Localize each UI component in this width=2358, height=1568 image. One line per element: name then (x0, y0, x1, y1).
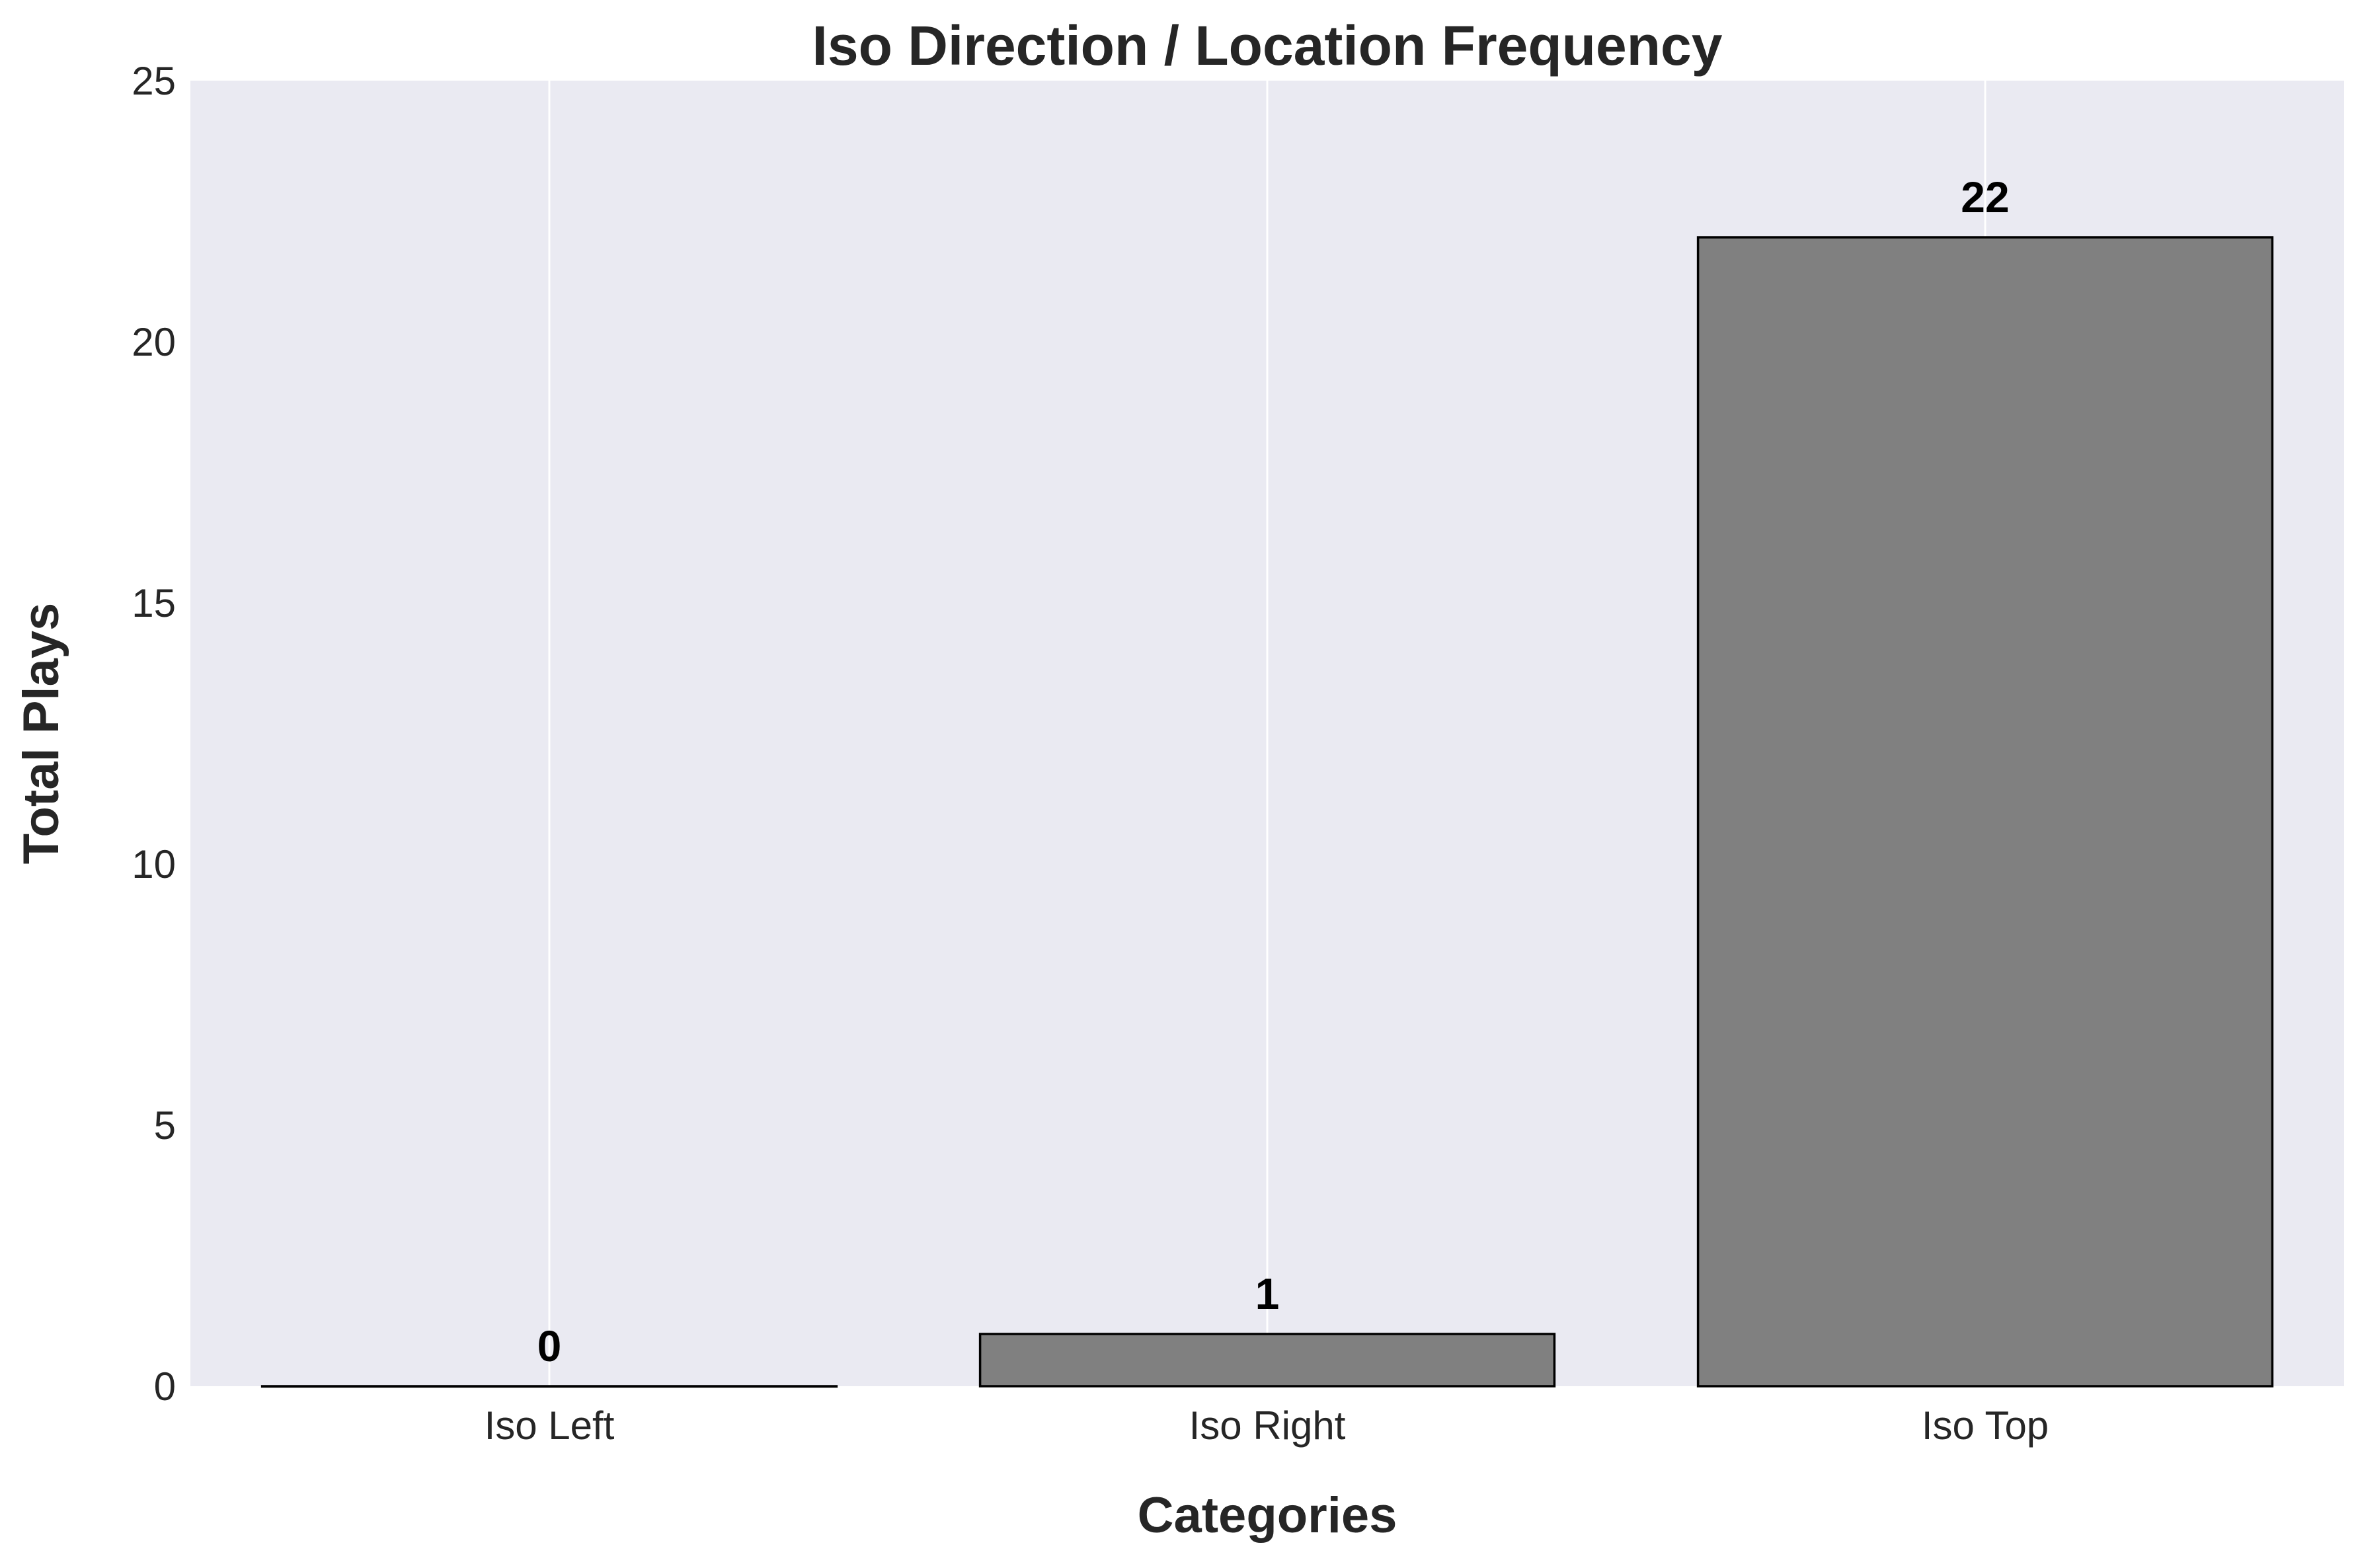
y-axis-ticks: 0 5 10 15 20 25 (132, 59, 176, 1409)
x-tick-label: Iso Right (1189, 1403, 1346, 1448)
bar-iso-top (1696, 236, 2274, 1388)
chart-title: Iso Direction / Location Frequency (812, 15, 1723, 77)
x-tick-label: Iso Left (485, 1403, 615, 1448)
bar-iso-left (260, 1385, 838, 1388)
x-tick-label: Iso Top (1922, 1403, 2049, 1448)
data-label: 0 (537, 1321, 562, 1370)
y-tick-label: 25 (132, 59, 176, 103)
y-axis-label: Total Plays (13, 603, 69, 865)
y-tick-label: 10 (132, 842, 176, 886)
x-axis-ticks: Iso Left Iso Right Iso Top (485, 1403, 2049, 1448)
y-tick-label: 0 (154, 1364, 176, 1409)
y-tick-label: 15 (132, 581, 176, 625)
bar-iso-right (978, 1333, 1556, 1388)
data-label: 1 (1255, 1269, 1280, 1318)
data-label: 22 (1961, 173, 2009, 221)
y-tick-label: 5 (154, 1103, 176, 1148)
x-axis-label: Categories (1138, 1487, 1397, 1544)
data-labels: 0 1 22 (537, 173, 2010, 1370)
bars (260, 236, 2274, 1388)
y-tick-label: 20 (132, 320, 176, 364)
